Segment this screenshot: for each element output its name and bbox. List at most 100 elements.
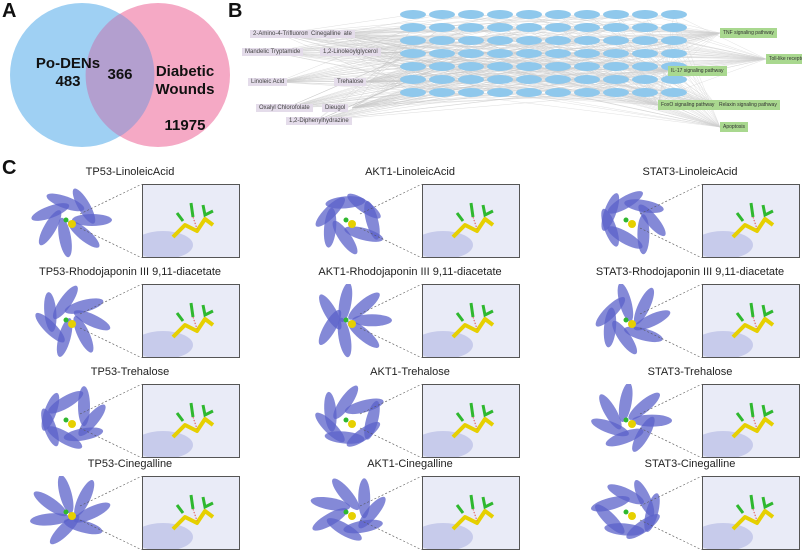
binding-pocket <box>703 202 775 257</box>
compound-node: Oxalyl Chlorofolate <box>256 104 313 112</box>
protein-helix <box>33 491 68 517</box>
protein-helix <box>67 220 100 248</box>
docking-cell <box>580 283 800 359</box>
ligand-site <box>68 220 76 228</box>
residue-site <box>63 417 69 423</box>
network-edge <box>363 66 443 83</box>
zoom-guide <box>639 519 703 551</box>
zoom-guide <box>639 427 703 459</box>
network-edge <box>349 40 617 53</box>
pathway-node: FoxO signaling pathway <box>658 100 718 110</box>
ligand-stick <box>731 509 775 531</box>
protein-structure <box>30 474 143 551</box>
pathway-node: IL-17 signaling pathway <box>668 66 727 76</box>
ligand-stick <box>731 217 775 239</box>
target-node <box>661 10 687 19</box>
docking-zoom <box>702 284 800 358</box>
protein-helix <box>63 518 103 535</box>
target-node <box>574 36 600 45</box>
target-node <box>574 23 600 32</box>
protein-helix <box>46 193 85 212</box>
residue-stick <box>735 402 774 422</box>
ligand-stick <box>451 417 495 439</box>
network-edge <box>315 79 588 122</box>
docking-zoom <box>142 384 240 458</box>
binding-pocket <box>143 202 215 257</box>
protein-helix <box>31 203 70 221</box>
network-edge <box>351 14 617 109</box>
network-edge <box>470 66 717 106</box>
network-edge <box>499 58 767 80</box>
ligand-stick <box>171 417 215 439</box>
network-edge <box>285 66 559 109</box>
protein-helix <box>347 320 380 348</box>
docking-cell <box>580 475 800 551</box>
docking-title: AKT1-Cinegalline <box>367 458 453 470</box>
zoom-guide <box>79 183 143 215</box>
network-edge <box>557 27 767 60</box>
compound-node: 1,2-Diphenylhydrazine <box>286 117 352 125</box>
target-node <box>545 36 571 45</box>
protein-helix <box>337 317 352 358</box>
docking-zoom <box>422 284 520 358</box>
zoom-guide <box>79 475 143 507</box>
residue-stick <box>455 302 494 322</box>
network-edge <box>644 66 717 106</box>
hbond <box>752 216 758 230</box>
network-edge <box>586 66 717 106</box>
protein-helix <box>72 188 96 224</box>
target-node <box>603 36 629 45</box>
pocket-backdrop <box>703 231 753 257</box>
protein-helix <box>30 513 70 526</box>
zoom-guide <box>79 519 143 551</box>
network-edge <box>441 58 767 93</box>
docking-title: TP53-Rhodojaponin III 9,11-diacetate <box>38 266 222 278</box>
residue-site <box>623 509 629 515</box>
zoom-guide <box>639 283 703 315</box>
target-node <box>632 10 658 19</box>
residue-stick <box>455 202 494 222</box>
target-node <box>429 23 455 32</box>
target-node <box>632 62 658 71</box>
protein-helix <box>599 394 622 430</box>
protein-helix <box>637 214 650 255</box>
docking-cell <box>300 183 520 259</box>
target-node <box>545 10 571 19</box>
residue-site <box>623 417 629 423</box>
target-node <box>400 75 426 84</box>
network-edge <box>285 79 443 109</box>
protein-helix <box>56 318 73 357</box>
network-edge <box>285 66 472 109</box>
protein-helix <box>324 391 337 432</box>
binding-pocket <box>703 402 775 457</box>
docking-zoom <box>702 184 800 258</box>
hbond <box>472 216 478 230</box>
network-edge <box>673 27 767 60</box>
network-diagram: 2-Amino-4-Trifluoromethoxybenzoate Cinega… <box>238 0 802 150</box>
network-edge <box>271 14 472 53</box>
venn-diagram: Po-DENs 483 366 Diabetic Wounds 11975 <box>0 0 240 150</box>
target-node <box>661 88 687 97</box>
protein-helix <box>73 315 94 353</box>
target-node <box>400 62 426 71</box>
pocket-backdrop <box>703 331 753 357</box>
hbond <box>752 416 758 430</box>
network-edge <box>315 92 646 122</box>
protein-helix <box>617 283 634 322</box>
protein-helix <box>358 478 371 519</box>
ligand-stick <box>451 317 495 339</box>
zoom-guide <box>359 183 423 215</box>
ligand-site <box>348 512 356 520</box>
venn-right-label: Diabetic Wounds 11975 <box>140 45 230 153</box>
protein-structure <box>315 383 423 459</box>
venn-overlap-region <box>85 13 155 137</box>
target-node <box>661 75 687 84</box>
compound-node: Trehalose <box>334 78 367 86</box>
target-node <box>400 49 426 58</box>
zoom-guide <box>359 383 423 415</box>
docking-cell <box>20 283 240 359</box>
protein-helix <box>58 217 72 258</box>
docking-cell <box>20 474 240 551</box>
protein-helix <box>74 479 95 517</box>
protein-helix <box>607 484 645 505</box>
